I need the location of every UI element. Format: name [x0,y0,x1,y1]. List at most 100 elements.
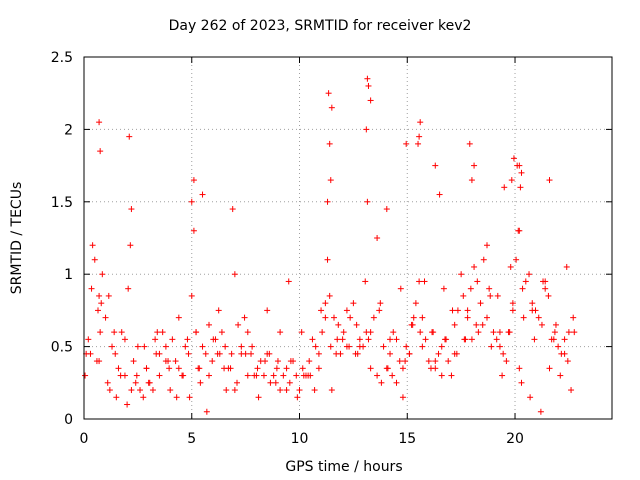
data-point [97,148,104,155]
data-point [190,227,197,234]
data-point [115,365,122,372]
data-point [445,358,452,365]
data-point [180,372,187,379]
data-point [324,198,331,205]
tick-layer: 0 0.5 1 1.5 2 2.5 0 5 10 15 20 [51,50,612,447]
data-point [210,336,217,343]
data-point [111,329,118,336]
data-point [517,184,524,191]
data-point [182,343,189,350]
data-point [522,278,529,285]
data-point [486,285,493,292]
data-point [121,336,128,343]
data-point [159,329,166,336]
data-point [318,307,325,314]
data-point [98,300,105,307]
data-point [555,343,562,350]
data-point [175,365,182,372]
data-point [347,314,354,321]
data-point [416,133,423,140]
data-point [451,350,458,357]
data-point [353,321,360,328]
data-point [286,379,293,386]
data-point [551,329,558,336]
data-point [152,336,159,343]
plot-frame [83,56,613,420]
data-point [88,285,95,292]
data-point [393,336,400,343]
data-point [126,133,133,140]
data-point [378,379,385,386]
data-point [248,350,255,357]
data-point [89,242,96,249]
data-point [490,329,497,336]
data-point [365,82,372,89]
data-point [231,271,238,278]
data-point [205,321,212,328]
data-point [430,329,437,336]
chart-title: Day 262 of 2023, SRMTID for receiver kev… [168,18,472,34]
data-point [96,292,103,299]
data-point [449,307,456,314]
data-point [417,329,424,336]
data-point [124,401,131,408]
data-point [274,358,281,365]
data-point [408,321,415,328]
data-point [96,358,103,365]
x-tick-label: 0 [80,431,89,447]
data-point [568,387,575,394]
data-point [330,314,337,321]
data-point [216,350,223,357]
data-point [464,307,471,314]
data-point [550,336,557,343]
data-point [542,285,549,292]
data-point [173,394,180,401]
data-point [402,358,409,365]
data-point [508,177,515,184]
data-point [309,336,316,343]
data-point [557,372,564,379]
data-point [167,387,174,394]
data-point [249,343,256,350]
y-tick-label: 0 [64,412,73,428]
data-point [294,394,301,401]
data-point [397,285,404,292]
data-point [454,307,461,314]
data-point [231,387,238,394]
data-point [484,242,491,249]
data-point [363,329,370,336]
data-point [487,292,494,299]
data-point [356,343,363,350]
data-point [421,278,428,285]
data-point [162,343,169,350]
data-point [399,394,406,401]
data-point [380,343,387,350]
data-point [377,300,384,307]
data-point [473,321,480,328]
data-point [518,169,525,176]
data-point [520,314,527,321]
data-point [393,379,400,386]
data-point [328,387,335,394]
data-point [343,307,350,314]
data-point [471,263,478,270]
data-point [350,300,357,307]
data-point [218,329,225,336]
data-point [130,358,137,365]
data-point [285,278,292,285]
data-point [296,387,303,394]
data-point [244,329,251,336]
data-point [561,336,568,343]
data-point [503,358,510,365]
data-point [272,379,279,386]
data-point [364,75,371,82]
data-point [516,365,523,372]
data-point [499,372,506,379]
data-point [448,372,455,379]
data-point [197,379,204,386]
data-point [109,343,116,350]
data-point [515,227,522,234]
data-point [105,292,112,299]
data-point [451,321,458,328]
